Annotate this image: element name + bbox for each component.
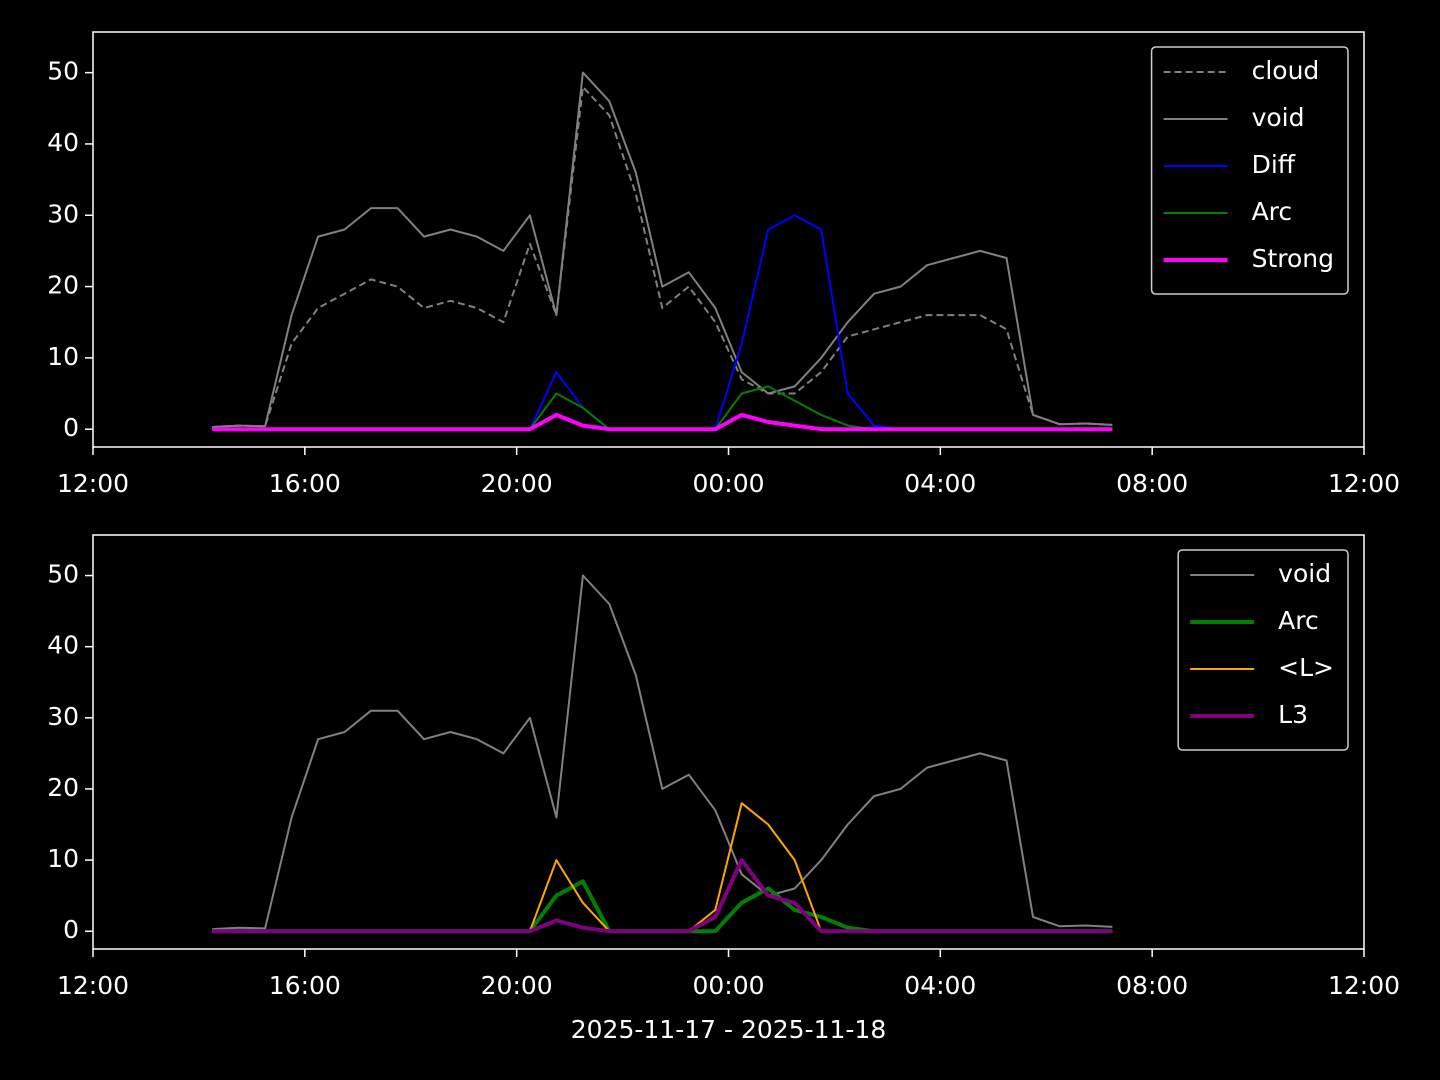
legend-box	[1177, 549, 1349, 751]
subplot: 0 10 20 30 40 50 12:00 16:00 20:00 00:00 04:00 08:0…	[47, 31, 1400, 498]
series-line	[212, 858, 1113, 934]
x-tick-label: 16:00	[269, 469, 341, 498]
x-tick-label: 12:00	[1328, 971, 1400, 1000]
x-tick-label: 00:00	[692, 469, 764, 498]
x-tick-label: 20:00	[481, 469, 553, 498]
series-line	[212, 85, 1113, 428]
legend-label: cloud	[1252, 56, 1320, 85]
x-tick-label: 08:00	[1116, 469, 1188, 498]
y-tick-label: 50	[47, 57, 79, 86]
legend-label: void	[1252, 103, 1305, 132]
x-tick-label: 04:00	[904, 971, 976, 1000]
y-tick-label: 40	[47, 128, 79, 157]
x-tick-label: 00:00	[692, 971, 764, 1000]
x-tick-label: 16:00	[269, 971, 341, 1000]
legend: void Arc <L> L3	[1177, 549, 1349, 751]
x-tick-label: 12:00	[1328, 469, 1400, 498]
y-tick-label: 20	[47, 773, 79, 802]
y-tick-label: 10	[47, 342, 79, 371]
y-tick-label: 0	[63, 915, 79, 944]
legend-label: Diff	[1252, 150, 1296, 179]
series-line	[212, 71, 1113, 428]
y-tick-label: 20	[47, 271, 79, 300]
x-tick-label: 08:00	[1116, 971, 1188, 1000]
series-line	[212, 412, 1113, 432]
y-tick-label: 50	[47, 560, 79, 589]
x-tick-label: 12:00	[57, 469, 129, 498]
legend-label: Arc	[1252, 197, 1293, 226]
x-tick-label: 04:00	[904, 469, 976, 498]
series-line	[212, 574, 1113, 931]
legend-label: L3	[1278, 700, 1308, 729]
y-tick-label: 40	[47, 631, 79, 660]
y-tick-label: 30	[47, 199, 79, 228]
x-tick-label: 12:00	[57, 971, 129, 1000]
legend-label: void	[1278, 559, 1331, 588]
legend-label: Arc	[1278, 606, 1319, 635]
legend-box	[1150, 46, 1349, 295]
legend-label: <L>	[1278, 653, 1334, 682]
plot-area	[92, 534, 1365, 950]
legend-label: Strong	[1252, 244, 1334, 273]
x-tick-label: 20:00	[481, 971, 553, 1000]
y-tick-label: 0	[63, 413, 79, 442]
subplot: 0 10 20 30 40 50 12:00 16:00 20:00 00:00 04:00 08:0…	[47, 534, 1400, 1044]
x-axis-label: 2025-11-17 - 2025-11-18	[571, 1015, 887, 1044]
legend: cloud void Diff Arc Strong	[1150, 46, 1349, 295]
y-tick-label: 10	[47, 844, 79, 873]
y-tick-label: 30	[47, 702, 79, 731]
